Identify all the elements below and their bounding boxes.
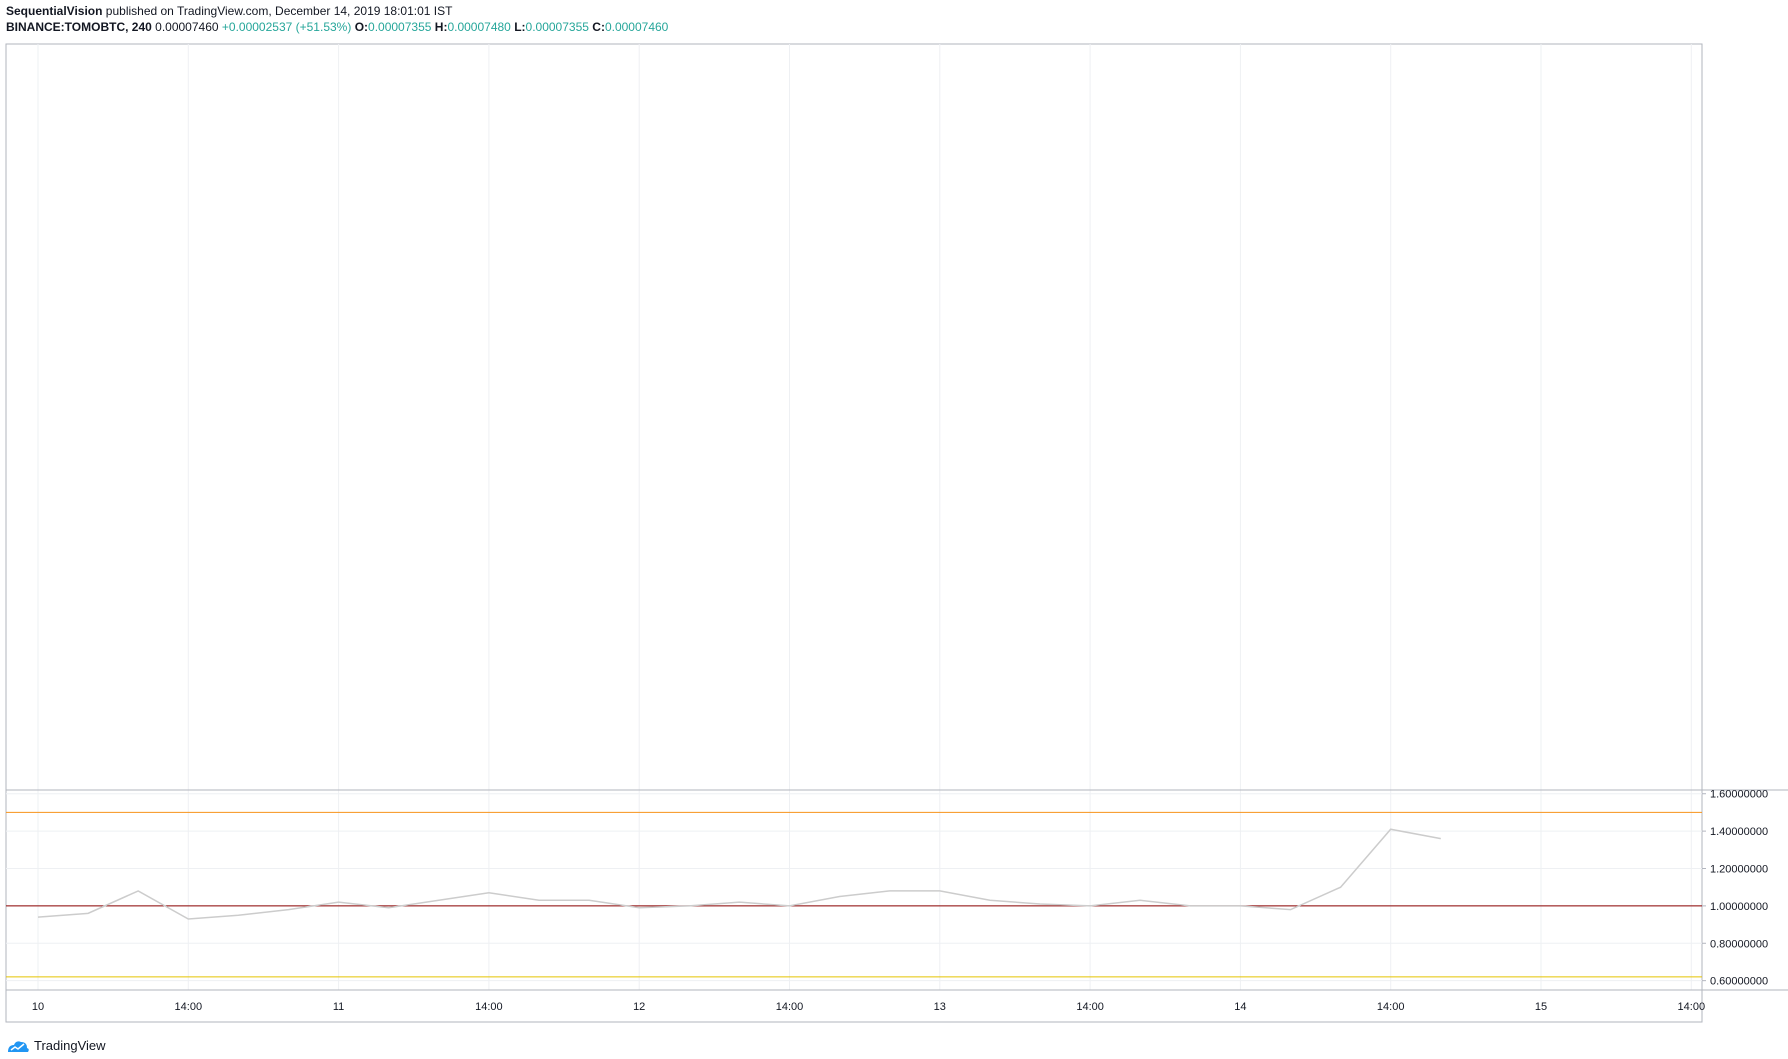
time-tick-label: 11 — [333, 1001, 344, 1013]
time-tick-label: 14:00 — [175, 1001, 203, 1013]
footer-brand: TradingView — [34, 1038, 106, 1053]
symbol-label[interactable]: BINANCE:TOMOBTC, 240 — [6, 20, 152, 34]
osc-tick-label: 1.40000000 — [1710, 826, 1768, 838]
open-value: 0.00007355 — [368, 20, 432, 34]
close-value: 0.00007460 — [604, 20, 669, 34]
open-label: O: — [354, 20, 369, 34]
time-tick-label: 14:00 — [1678, 1001, 1706, 1013]
chart-header: SequentialVision published on TradingVie… — [6, 4, 668, 36]
time-tick-label: 12 — [633, 1001, 645, 1013]
time-tick-label: 14:00 — [1076, 1001, 1104, 1013]
time-tick-label: 14 — [1234, 1001, 1246, 1013]
price-change: +0.00002537 (+51.53%) — [221, 20, 352, 34]
time-tick-label: 15 — [1535, 1001, 1547, 1013]
time-tick-label: 14:00 — [1377, 1001, 1405, 1013]
time-tick-label: 14:00 — [776, 1001, 804, 1013]
osc-tick-label: 1.00000000 — [1710, 901, 1768, 913]
low-value: 0.00007355 — [525, 20, 589, 34]
price-axis[interactable]: 0.000034000.000036000.000038000.00004000… — [1702, 0, 1781, 988]
oscillator-pane — [6, 811, 1702, 978]
time-tick-label: 10 — [32, 1001, 44, 1013]
tradingview-cloud-icon — [8, 1040, 29, 1052]
author-name[interactable]: SequentialVision — [6, 4, 103, 18]
tradingview-logo[interactable]: TradingView — [6, 1038, 106, 1053]
osc-tick-label: 0.60000000 — [1710, 976, 1768, 988]
osc-tick-label: 1.20000000 — [1710, 864, 1768, 876]
grid-lines — [6, 44, 1788, 1022]
high-value: 0.00007480 — [447, 20, 511, 34]
osc-line — [37, 828, 1441, 920]
time-axis[interactable]: 10 14:00 11 14:00 12 14:00 13 14:00 14 14:00 15 14:… — [32, 1001, 1705, 1013]
osc-tick-label: 0.80000000 — [1710, 938, 1768, 950]
high-label: H: — [434, 20, 448, 34]
low-label: L: — [514, 20, 526, 34]
osc-tick-label: 1.60000000 — [1710, 789, 1768, 801]
time-tick-label: 14:00 — [475, 1001, 503, 1013]
plot-frame — [5, 43, 1703, 1023]
close-label: C: — [592, 20, 605, 34]
time-tick-label: 13 — [934, 1001, 946, 1013]
last-price: 0.00007460 — [155, 20, 219, 34]
publish-info: published on TradingView.com, December 1… — [102, 4, 453, 18]
